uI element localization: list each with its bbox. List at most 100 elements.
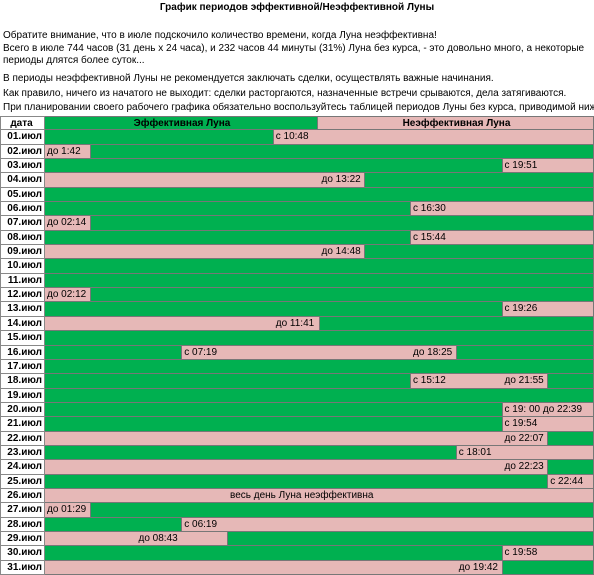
period-cell — [45, 474, 549, 489]
date-cell: 31.июл — [0, 560, 45, 575]
table-row: 10.июл — [0, 259, 594, 274]
paragraph: Как правило, ничего из начатого не выход… — [3, 88, 567, 99]
date-cell: 14.июл — [0, 316, 45, 332]
paragraph: Обратите внимание, что в июле подскочило… — [3, 30, 437, 41]
date-cell: 18.июл — [0, 374, 45, 389]
period-cell: с 19:51 — [502, 159, 594, 174]
table-row: 31.июл до 19:42 — [0, 560, 594, 575]
period-cell — [90, 144, 594, 160]
date-cell: 20.июл — [0, 402, 45, 418]
period-cell — [90, 216, 594, 231]
period-cell: до 18:25 — [411, 345, 457, 360]
table-row: 30.июл с 19:58 — [0, 546, 594, 561]
period-cell — [365, 173, 594, 188]
table-row: 11.июл — [0, 273, 594, 289]
period-cell — [228, 345, 411, 360]
date-cell: 06.июл — [0, 202, 45, 217]
date-cell: 23.июл — [0, 445, 45, 461]
table-row: 19.июл — [0, 388, 594, 403]
period-cell: с 19:26 — [502, 302, 594, 317]
period-cell — [45, 546, 503, 561]
table-row: 03.июл с 19:51 — [0, 159, 594, 174]
period-cell — [45, 374, 411, 389]
table-row: 17.июл — [0, 359, 594, 375]
period-cell — [319, 316, 594, 332]
date-cell: 04.июл — [0, 173, 45, 188]
period-cell — [45, 331, 594, 346]
period-cell: с 18:01 — [456, 445, 594, 461]
period-cell — [45, 460, 503, 475]
period-cell: до 02:12 — [45, 288, 91, 303]
date-cell: 01.июл — [0, 130, 45, 145]
header-cell: Эффективная Луна — [45, 116, 318, 131]
table-row: 02.июл до 1:42 — [0, 144, 594, 160]
title: График периодов эффективной/Неэффективно… — [159, 2, 435, 13]
period-cell: с 07:19 — [182, 345, 228, 360]
date-cell: 17.июл — [0, 359, 45, 375]
period-cell: до 22:23 — [502, 460, 549, 475]
paragraph: При планировании своего рабочего графика… — [3, 102, 594, 113]
table-row: 23.июл с 18:01 — [0, 445, 594, 461]
period-cell — [548, 431, 594, 446]
period-cell: до 1:42 — [45, 144, 91, 160]
period-cell — [45, 302, 503, 317]
period-cell — [45, 316, 274, 332]
period-cell — [45, 445, 457, 461]
table-row: 27.июл до 01:29 — [0, 503, 594, 518]
date-cell: 22.июл — [0, 431, 45, 446]
period-cell: с 10:48 — [273, 130, 594, 145]
date-cell: 02.июл — [0, 144, 45, 160]
date-cell: 16.июл — [0, 345, 45, 360]
period-cell — [45, 273, 594, 289]
period-cell — [45, 202, 411, 217]
header-row: дата Эффективная Луна Неэффективная Луна — [0, 116, 594, 131]
period-cell — [45, 230, 411, 246]
date-cell: 26.июл — [0, 488, 45, 504]
schedule-table: дата Эффективная Луна Неэффективная Луна… — [0, 116, 594, 575]
table-row: 26.июл весь день Луна неэффективна — [0, 488, 594, 504]
date-cell: 11.июл — [0, 273, 45, 289]
period-cell — [456, 374, 503, 389]
date-cell: 30.июл — [0, 546, 45, 561]
date-cell: 15.июл — [0, 331, 45, 346]
date-cell: 13.июл — [0, 302, 45, 317]
period-cell: с 15:44 — [411, 230, 594, 246]
period-cell — [45, 173, 320, 188]
date-cell: 08.июл — [0, 230, 45, 246]
period-cell — [456, 345, 594, 360]
period-cell — [45, 417, 503, 432]
period-cell — [45, 402, 503, 418]
period-cell — [45, 159, 503, 174]
paragraph: В периоды неэффективной Луны не рекоменд… — [3, 73, 494, 84]
paragraph: Всего в июле 744 часов (31 день х 24 час… — [3, 43, 585, 66]
period-cell — [45, 245, 320, 260]
period-cell — [45, 359, 594, 375]
table-row: 22.июл до 22:07 — [0, 431, 594, 446]
period-cell — [45, 488, 228, 504]
period-cell: весь день Луна неэффективна — [228, 488, 594, 504]
period-cell — [548, 460, 594, 475]
date-cell: 29.июл — [0, 531, 45, 547]
period-cell — [45, 345, 183, 360]
period-cell — [365, 245, 594, 260]
period-cell: до 14:48 — [319, 245, 366, 260]
date-cell: 25.июл — [0, 474, 45, 489]
period-cell — [90, 503, 594, 518]
period-cell — [45, 560, 457, 575]
table-row: 05.июл — [0, 187, 594, 203]
period-cell — [90, 288, 594, 303]
period-cell: до 22:07 — [502, 431, 549, 446]
table-row: 16.июл с 07:19 до 18:25 — [0, 345, 594, 360]
table-row: 25.июл с 22:44 — [0, 474, 594, 489]
table-row: 20.июл с 19: 00 до 22:39 — [0, 402, 594, 418]
table-row: 08.июл с 15:44 — [0, 230, 594, 246]
period-cell: до 02:14 — [45, 216, 91, 231]
period-cell: с 19: 00 до 22:39 — [502, 402, 594, 418]
period-cell — [45, 187, 594, 203]
period-cell: до 11:41 — [273, 316, 320, 332]
period-cell: с 22:44 — [548, 474, 594, 489]
table-row: 24.июл до 22:23 — [0, 460, 594, 475]
table-row: 07.июл до 02:14 — [0, 216, 594, 231]
table-row: 01.июл с 10:48 — [0, 130, 594, 145]
date-cell: 27.июл — [0, 503, 45, 518]
